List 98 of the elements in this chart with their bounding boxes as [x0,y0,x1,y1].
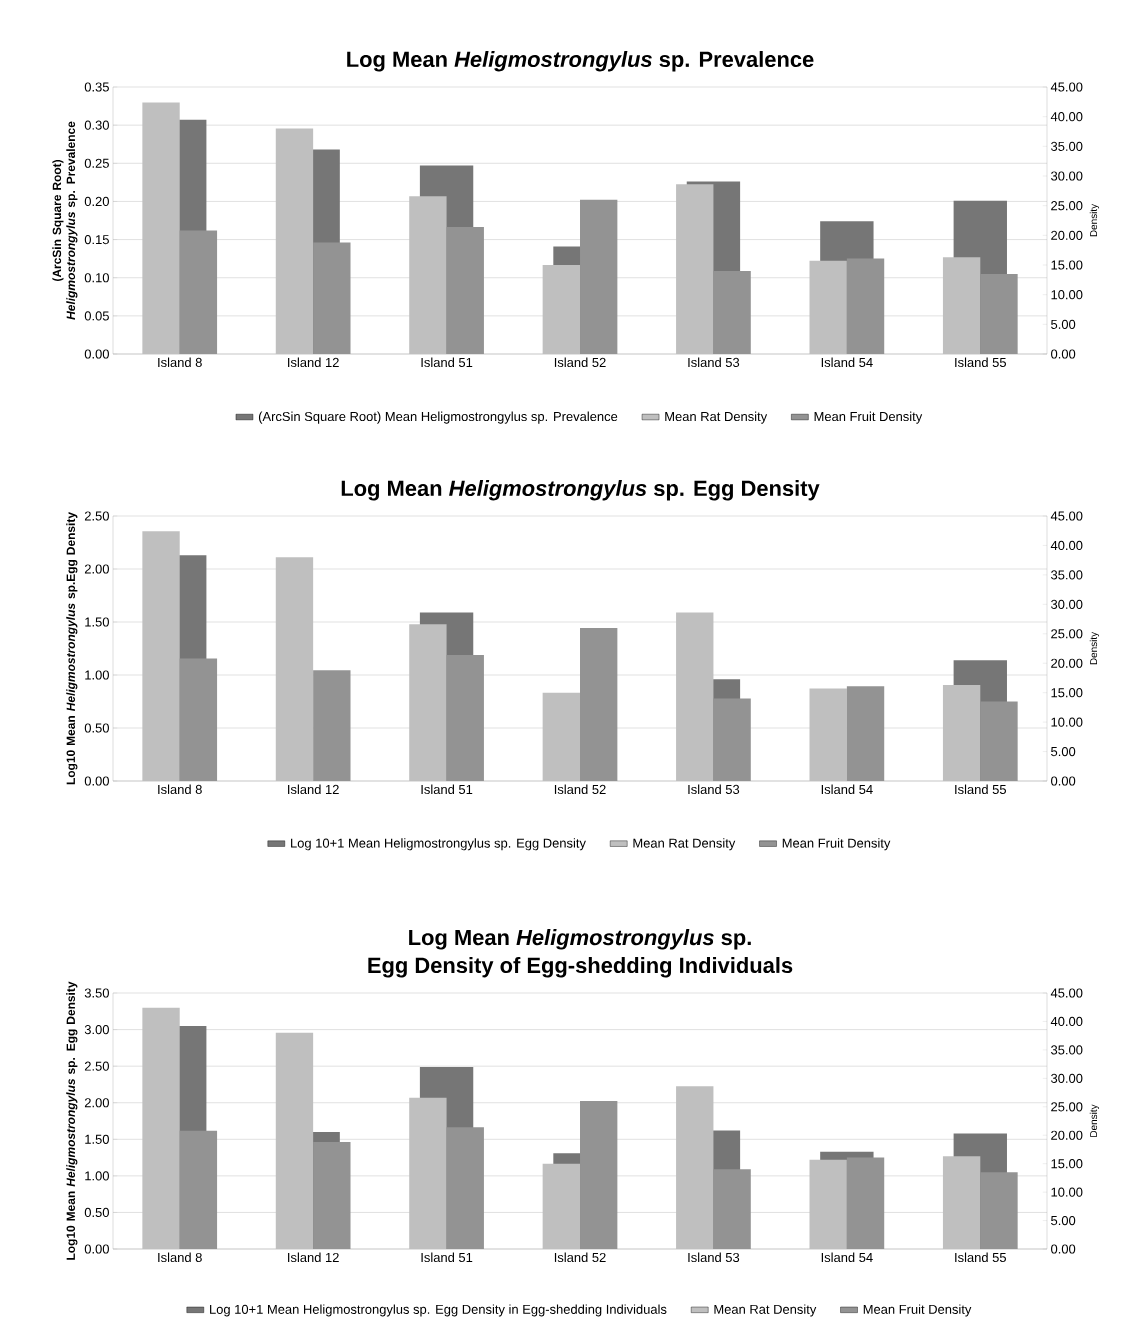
y2-tick-label: 0.00 [1051,776,1076,786]
y2-tick-label: 0.00 [1051,349,1076,359]
y2-axis-title: Density [1089,203,1100,237]
y2-tick-label: 40.00 [1050,1016,1083,1027]
y2-tick-label: 35.00 [1051,141,1083,151]
bar [809,688,847,782]
x-tick-label: Island 12 [288,357,339,368]
y-tick-label: 0.35 [84,82,109,92]
legend-label: Mean Fruit Density [782,838,891,851]
legend-label: (ArcSin Square Root) Mean Heligmostrongylus sp. Prevalence [258,411,618,424]
x-tick-label: Island 55 [955,784,1007,795]
y2-tick-label: 15.00 [1051,688,1083,698]
bar [580,199,618,354]
chart-title: Log Mean Heligmostrongylus sp. Egg Density [341,479,820,501]
y-tick-label: 0.25 [84,158,109,168]
y-tick-label: 1.00 [85,1171,109,1181]
legend-label: Mean Rat Density [665,411,768,424]
y-tick-label: 1.50 [85,1134,109,1144]
bar [580,627,618,782]
x-tick-label: Island 51 [421,1252,473,1263]
y2-tick-label: 10.00 [1051,290,1083,300]
x-tick-label: Island 55 [955,357,1007,368]
y2-tick-label: 45.00 [1050,988,1083,998]
y2-tick-label: 40.00 [1050,540,1083,551]
y-tick-label: 3.00 [84,1025,109,1035]
y2-axis-title: Density [1089,631,1100,665]
y2-tick-label: 0.00 [1051,1244,1076,1254]
y2-tick-label: 25.00 [1051,201,1083,211]
y2-tick-label: 25.00 [1051,1102,1083,1112]
y2-tick-label: 30.00 [1051,171,1083,181]
y-tick-label: 2.50 [84,511,109,521]
y-tick-label: 0.50 [84,723,109,733]
y2-tick-label: 5.00 [1051,746,1076,757]
y-tick-label: 3.50 [84,988,109,998]
legend-label: Mean Fruit Density [814,411,923,424]
y-tick-label: 0.00 [84,1244,109,1254]
x-tick-label: Island 51 [421,357,473,368]
y2-tick-label: 15.00 [1051,260,1083,270]
x-tick-label: Island 51 [421,784,473,795]
x-tick-label: Island 54 [821,784,873,795]
y-tick-label: 0.00 [84,349,109,359]
x-tick-label: Island 55 [955,1252,1007,1263]
y-axis-title: Log10 Mean Heligmostrongylus sp.Egg Density [66,512,78,785]
y-tick-label: 1.00 [85,670,109,680]
y2-tick-label: 35.00 [1051,570,1083,580]
x-tick-label: Island 52 [554,1252,606,1263]
bar [275,557,314,782]
y2-tick-label: 30.00 [1051,599,1083,609]
y-tick-label: 0.05 [84,311,109,321]
x-tick-label: Island 52 [554,784,606,795]
y-tick-label: 2.00 [84,564,109,574]
y-tick-label: 0.30 [84,120,109,130]
y2-tick-label: 45.00 [1050,82,1083,92]
y-tick-label: 0.50 [84,1207,109,1218]
y2-tick-label: 20.00 [1051,1130,1083,1140]
chart-title: Log Mean Heligmostrongylus sp. Prevalence [347,50,814,72]
legend-label: Log 10+1 Mean Heligmostrongylus sp. Egg Density in Egg-shedding Individuals [210,1304,667,1317]
y2-tick-label: 10.00 [1051,1187,1083,1197]
y2-axis-title: Density [1089,1104,1100,1137]
y2-tick-label: 15.00 [1051,1159,1083,1169]
y2-tick-label: 20.00 [1051,230,1083,240]
x-tick-label: Island 53 [688,1252,740,1263]
y2-tick-label: 30.00 [1051,1073,1083,1083]
legend-label: Mean Fruit Density [863,1304,972,1317]
y2-tick-label: 10.00 [1051,717,1083,727]
legend-label: Log 10+1 Mean Heligmostrongylus sp. Egg Density [291,838,586,851]
x-tick-label: Island 12 [288,784,339,795]
bar [846,686,885,782]
y-tick-label: 2.50 [84,1061,109,1071]
y2-tick-label: 40.00 [1050,112,1083,122]
x-tick-label: Island 54 [821,1252,873,1263]
y2-tick-label: 25.00 [1051,629,1083,639]
y2-tick-label: 45.00 [1050,511,1083,521]
x-tick-label: Island 8 [158,357,202,368]
chart-title: Log Mean Heligmostrongylus sp. [409,929,751,950]
chart-subtitle: Egg Density of Egg-shedding Individuals [368,956,793,978]
legend-label: Mean Rat Density [633,838,736,851]
y-tick-label: 0.20 [84,196,109,207]
y-axis-title: Log10 Mean Heligmostrongylus sp. Egg Density [66,981,78,1260]
y-tick-label: 0.10 [84,273,109,283]
y-tick-label: 0.15 [84,234,109,245]
y2-tick-label: 5.00 [1051,319,1076,329]
y2-tick-label: 35.00 [1051,1045,1083,1055]
x-tick-label: Island 54 [821,357,873,368]
x-tick-label: Island 53 [688,357,740,368]
y-tick-label: 0.00 [84,776,109,786]
x-tick-label: Island 8 [158,784,202,795]
bar [542,692,580,782]
y2-tick-label: 5.00 [1051,1215,1076,1226]
x-tick-label: Island 53 [688,784,740,795]
y2-tick-label: 20.00 [1051,658,1083,668]
y-tick-label: 1.50 [85,617,109,627]
x-tick-label: Island 12 [288,1252,339,1263]
legend-label: Mean Rat Density [714,1304,817,1317]
x-tick-label: Island 8 [158,1252,202,1263]
y-tick-label: 2.00 [84,1098,109,1108]
bar [313,670,351,782]
x-tick-label: Island 52 [554,357,606,368]
